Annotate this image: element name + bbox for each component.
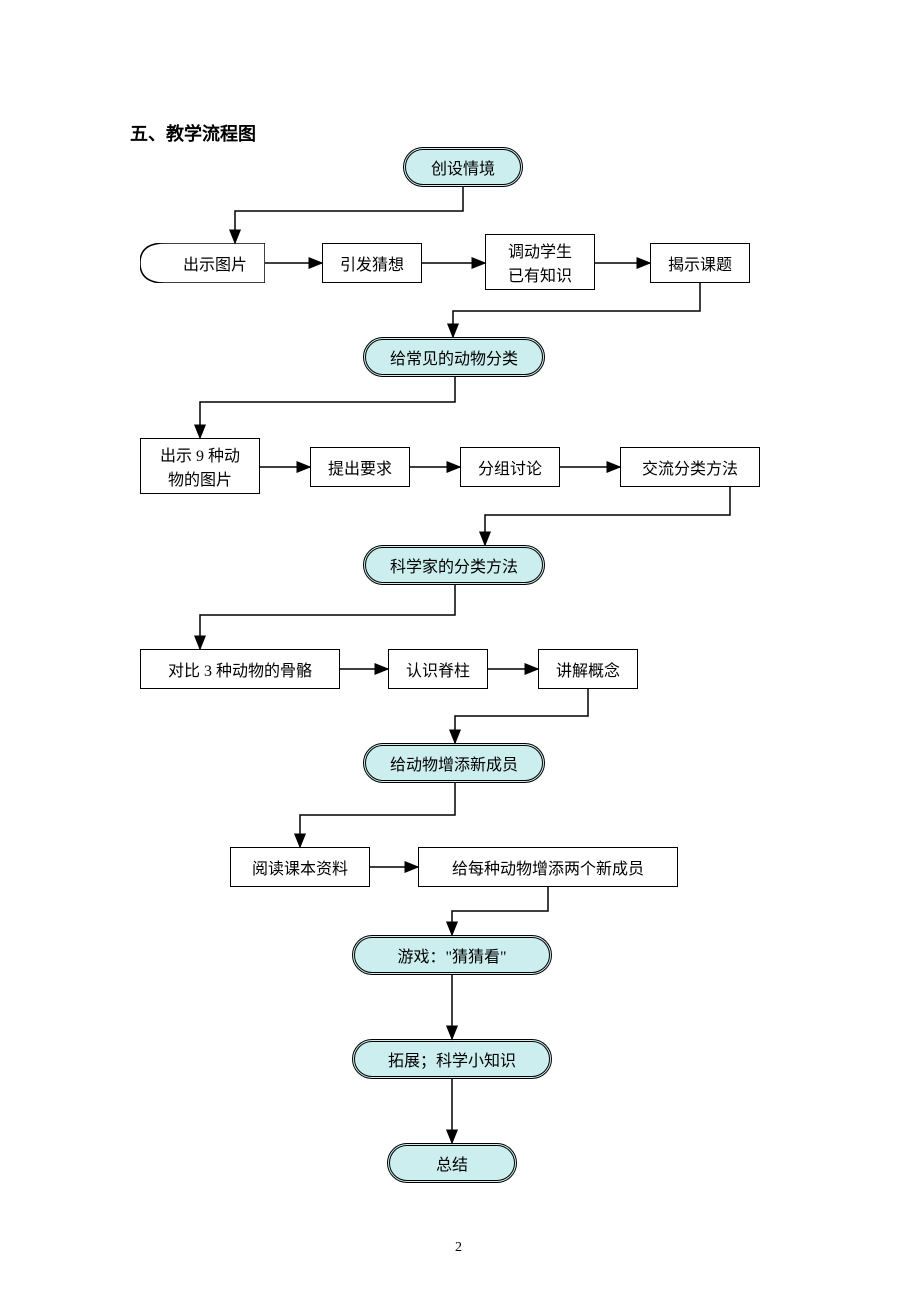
node-t6: 拓展；科学小知识 <box>352 1039 552 1079</box>
section-heading: 五、教学流程图 <box>130 120 256 146</box>
node-r6: 分组讨论 <box>460 447 560 487</box>
node-r9-label: 认识脊柱 <box>406 657 470 681</box>
node-r11: 阅读课本资料 <box>230 847 370 887</box>
node-r4-label: 出示 9 种动 物的图片 <box>160 442 240 490</box>
node-t7: 总结 <box>387 1143 517 1183</box>
node-r3: 揭示课题 <box>650 243 750 283</box>
node-t1: 创设情境 <box>403 147 523 187</box>
node-r1: 引发猜想 <box>322 243 422 283</box>
node-r4: 出示 9 种动 物的图片 <box>140 438 260 494</box>
node-t5-label: 游戏："猜猜看" <box>397 943 506 967</box>
node-t1-label: 创设情境 <box>431 155 495 179</box>
node-r8: 对比 3 种动物的骨骼 <box>140 649 340 689</box>
node-t4: 给动物增添新成员 <box>363 743 545 783</box>
node-r5: 提出要求 <box>310 447 410 487</box>
node-t2: 给常见的动物分类 <box>363 337 545 377</box>
node-r7-label: 交流分类方法 <box>642 455 738 479</box>
node-d1-label: 出示图片 <box>165 243 265 283</box>
node-r9: 认识脊柱 <box>388 649 488 689</box>
node-t5: 游戏："猜猜看" <box>352 935 552 975</box>
node-r2: 调动学生 已有知识 <box>485 234 595 290</box>
node-r5-label: 提出要求 <box>328 455 392 479</box>
node-r11-label: 阅读课本资料 <box>252 855 348 879</box>
page-number: 2 <box>455 1240 462 1256</box>
node-t3-label: 科学家的分类方法 <box>390 553 518 577</box>
node-r10: 讲解概念 <box>538 649 638 689</box>
node-r10-label: 讲解概念 <box>556 657 620 681</box>
node-r6-label: 分组讨论 <box>478 455 542 479</box>
node-r2-label: 调动学生 已有知识 <box>508 238 572 286</box>
node-t4-label: 给动物增添新成员 <box>390 751 518 775</box>
node-t3: 科学家的分类方法 <box>363 545 545 585</box>
node-t2-label: 给常见的动物分类 <box>390 345 518 369</box>
node-r3-label: 揭示课题 <box>668 251 732 275</box>
node-r12-label: 给每种动物增添两个新成员 <box>452 855 644 879</box>
node-r1-label: 引发猜想 <box>340 251 404 275</box>
node-t6-label: 拓展；科学小知识 <box>388 1047 516 1071</box>
node-r12: 给每种动物增添两个新成员 <box>418 847 678 887</box>
node-t7-label: 总结 <box>436 1151 468 1175</box>
node-r8-label: 对比 3 种动物的骨骼 <box>168 657 312 681</box>
node-r7: 交流分类方法 <box>620 447 760 487</box>
